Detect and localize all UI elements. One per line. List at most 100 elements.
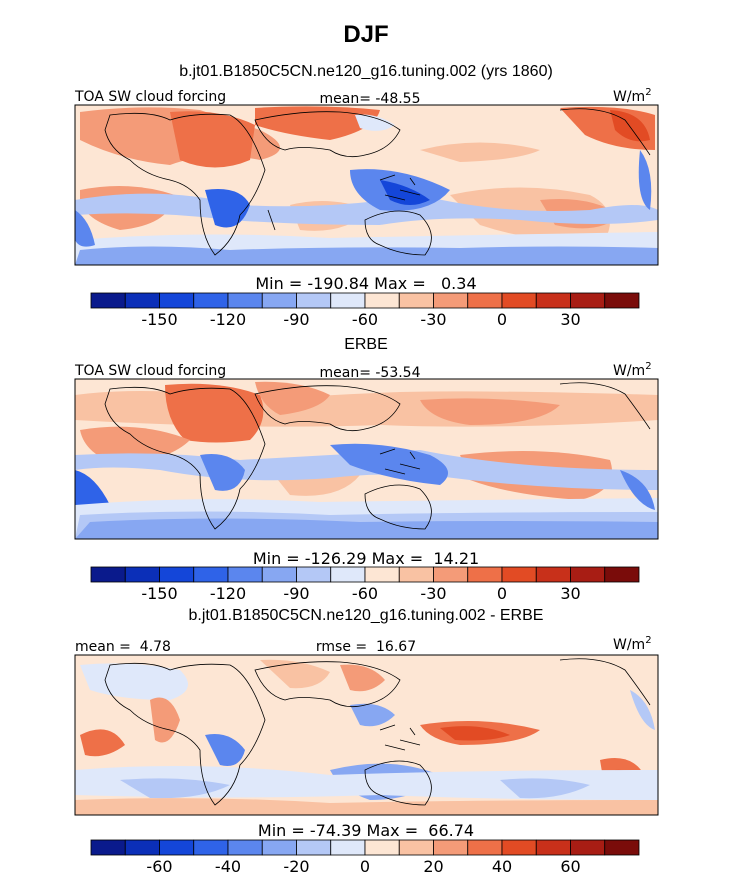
colorbar-box (90, 292, 126, 309)
colorbar-box (159, 566, 195, 583)
colorbar-box (364, 566, 400, 583)
panel-1-units: W/m2 (613, 87, 652, 105)
panel-3-field (75, 655, 658, 815)
colorbar-tick-label: -120 (210, 310, 246, 329)
colorbar-box (398, 839, 434, 856)
colorbar-box (364, 292, 400, 309)
colorbar-tick-label: -60 (352, 310, 378, 329)
colorbar-box (535, 839, 571, 856)
colorbar-tick-label: 0 (497, 584, 507, 603)
colorbar-tick-label: -120 (210, 584, 246, 603)
colorbar-box (433, 566, 469, 583)
colorbar-tick-label: -60 (146, 857, 172, 876)
panel-2-frame (74, 378, 659, 540)
panel-2-units-sup: 2 (645, 361, 651, 372)
panel-3-subtitle: b.jt01.B1850C5CN.ne120_g16.tuning.002 - … (189, 607, 544, 624)
colorbar-box (467, 839, 503, 856)
colorbar-tick-label: -90 (283, 584, 309, 603)
colorbar-box (296, 839, 332, 856)
colorbar-tick-label: 30 (560, 584, 580, 603)
colorbar-box (501, 566, 537, 583)
colorbar-box (398, 566, 434, 583)
colorbar-tick-label: -40 (215, 857, 241, 876)
panel-diff: b.jt01.B1850C5CN.ne120_g16.tuning.002 - … (74, 607, 659, 876)
panel-obs: ERBE TOA SW cloud forcing mean= -53.54 W… (74, 336, 659, 603)
panel-1-colorbar: -150 -120 -90 -60 -30 0 30 (90, 292, 640, 329)
panel-3-units-sup: 2 (645, 635, 651, 646)
colorbar-box (364, 839, 400, 856)
colorbar-box (604, 292, 640, 309)
colorbar-box (124, 566, 160, 583)
panel-1-units-base: W/m (613, 89, 645, 105)
figure-title: DJF (343, 21, 388, 48)
colorbar-tick-label: 60 (560, 857, 580, 876)
colorbar-box (124, 292, 160, 309)
colorbar-box (261, 839, 297, 856)
colorbar-box (604, 839, 640, 856)
panel-3-frame (74, 654, 659, 816)
panel-2-minmax: Min = -126.29 Max = 14.21 (253, 549, 479, 568)
colorbar-box (501, 839, 537, 856)
colorbar-box (433, 839, 469, 856)
colorbar-box (227, 839, 263, 856)
colorbar-tick-label: 0 (360, 857, 370, 876)
colorbar-box (159, 839, 195, 856)
colorbar-box (159, 292, 195, 309)
colorbar-box (227, 566, 263, 583)
panel-2-center-label: mean= -53.54 (319, 365, 420, 381)
panel-1-frame (74, 104, 659, 266)
colorbar-box (535, 292, 571, 309)
panel-3-minmax: Min = -74.39 Max = 66.74 (258, 821, 474, 840)
colorbar-tick-label: 40 (492, 857, 512, 876)
colorbar-tick-label: 0 (497, 310, 507, 329)
colorbar-tick-label: 30 (560, 310, 580, 329)
colorbar-box (501, 292, 537, 309)
colorbar-box (604, 566, 640, 583)
colorbar-box (433, 292, 469, 309)
panel-3-center-label: rmse = 16.67 (316, 639, 416, 655)
colorbar-box (296, 292, 332, 309)
panel-2-field (75, 379, 658, 539)
colorbar-tick-label: -150 (141, 310, 177, 329)
panel-2-left-label: TOA SW cloud forcing (74, 363, 226, 379)
colorbar-box (261, 566, 297, 583)
panel-1-units-sup: 2 (645, 87, 651, 98)
colorbar-box (261, 292, 297, 309)
colorbar-box (124, 839, 160, 856)
panel-1-left-label: TOA SW cloud forcing (74, 89, 226, 105)
colorbar-tick-label: -150 (141, 584, 177, 603)
colorbar-box (296, 566, 332, 583)
colorbar-box (330, 292, 366, 309)
colorbar-tick-label: -20 (283, 857, 309, 876)
colorbar-box (398, 292, 434, 309)
colorbar-tick-label: -30 (420, 584, 446, 603)
colorbar-box (90, 566, 126, 583)
colorbar-box (330, 839, 366, 856)
colorbar-tick-label: -90 (283, 310, 309, 329)
panel-3-left-label: mean = 4.78 (75, 639, 171, 655)
panel-1-minmax: Min = -190.84 Max = 0.34 (255, 274, 476, 293)
panel-2-units: W/m2 (613, 361, 652, 379)
panel-1-center-label: mean= -48.55 (319, 91, 420, 107)
colorbar-box (570, 292, 606, 309)
panel-3-units-base: W/m (613, 637, 645, 653)
panel-3-units: W/m2 (613, 635, 652, 653)
colorbar-tick-label: 20 (423, 857, 443, 876)
colorbar-box (193, 566, 229, 583)
colorbar-box (535, 566, 571, 583)
panel-2-units-base: W/m (613, 363, 645, 379)
colorbar-tick-label: -60 (352, 584, 378, 603)
colorbar-box (227, 292, 263, 309)
panel-3-colorbar: -60 -40 -20 0 20 40 60 (90, 839, 640, 876)
colorbar-box (193, 839, 229, 856)
colorbar-box (90, 839, 126, 856)
colorbar-box (193, 292, 229, 309)
panel-model: b.jt01.B1850C5CN.ne120_g16.tuning.002 (y… (74, 63, 659, 329)
colorbar-box (330, 566, 366, 583)
panel-1-field (75, 105, 658, 265)
panel-1-subtitle: b.jt01.B1850C5CN.ne120_g16.tuning.002 (y… (179, 63, 553, 80)
panel-2-colorbar: -150 -120 -90 -60 -30 0 30 (90, 566, 640, 603)
colorbar-box (570, 839, 606, 856)
colorbar-tick-label: -30 (420, 310, 446, 329)
